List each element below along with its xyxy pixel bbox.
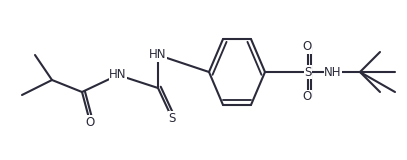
Text: O: O (85, 116, 94, 128)
Text: NH: NH (324, 65, 342, 79)
Text: HN: HN (109, 68, 127, 81)
Text: HN: HN (149, 48, 167, 61)
Text: O: O (302, 40, 312, 53)
Text: S: S (304, 65, 312, 79)
Text: S: S (168, 112, 176, 124)
Text: O: O (302, 91, 312, 104)
